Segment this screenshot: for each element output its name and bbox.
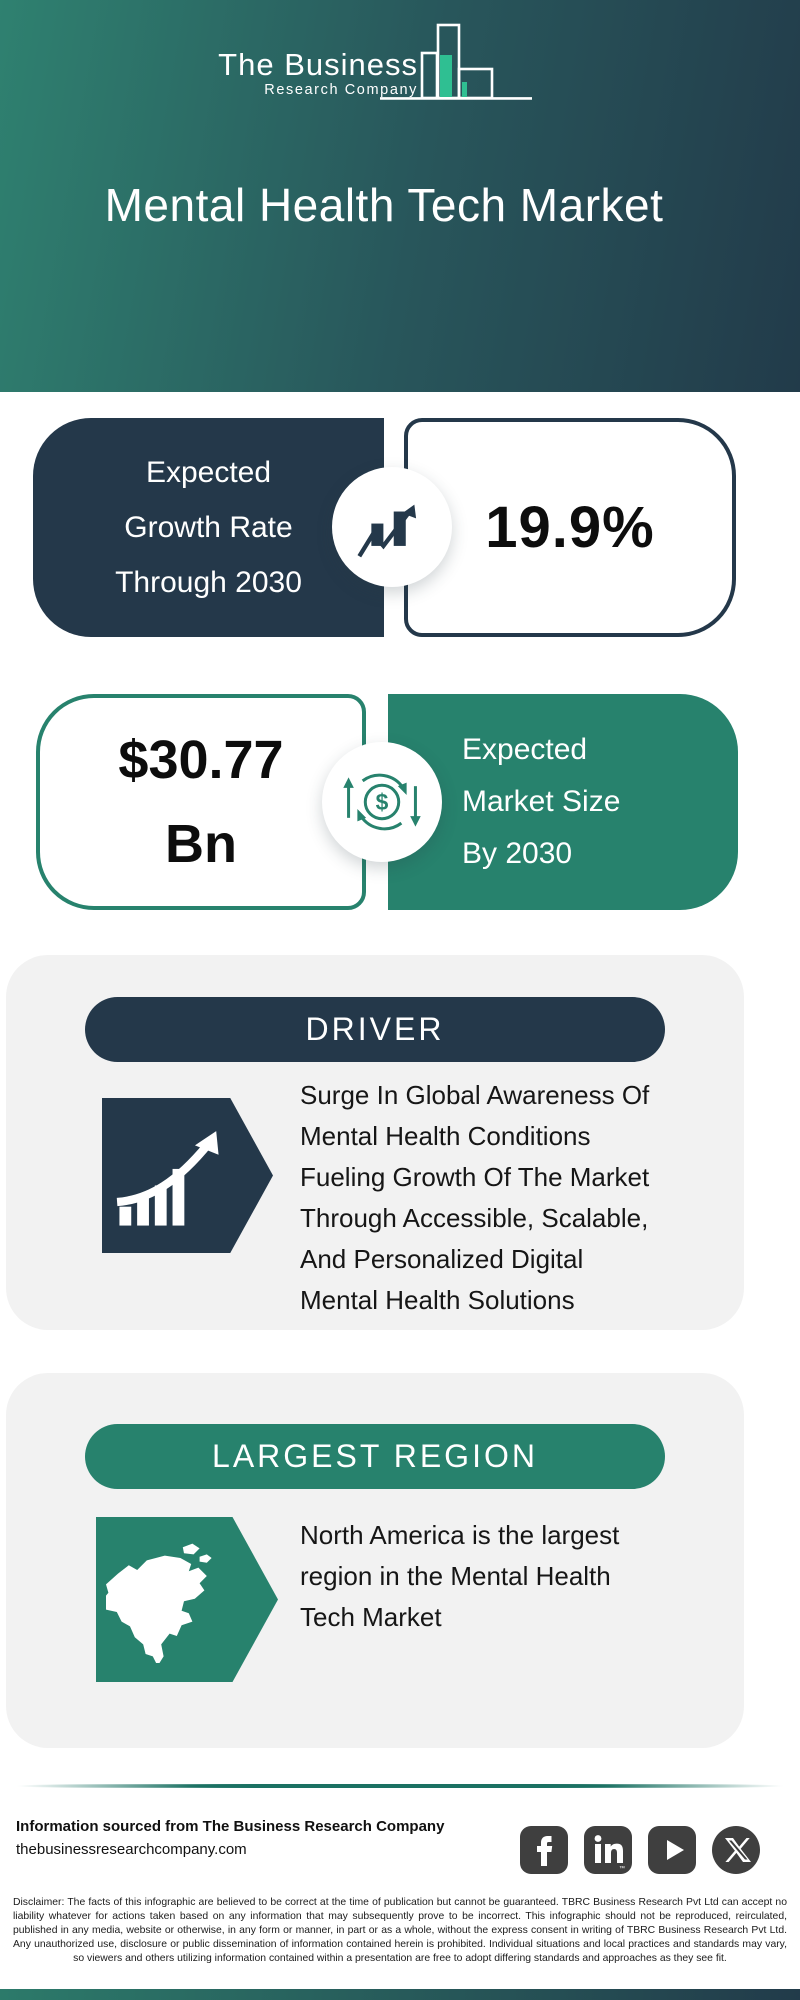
market-size-label-pill: Expected Market Size By 2030 <box>388 694 738 910</box>
page-title: Mental Health Tech Market <box>104 179 664 231</box>
growth-rate-value: 19.9% <box>485 495 655 560</box>
youtube-icon[interactable] <box>648 1826 696 1874</box>
svg-text:$: $ <box>376 789 389 815</box>
largest-region-card: LARGEST REGION North America is the larg… <box>6 1373 744 1748</box>
logo-text-line1: The Business <box>218 47 418 82</box>
bar-chart-logo-icon <box>380 23 532 100</box>
region-icon-badge <box>96 1517 278 1682</box>
bottom-bar <box>0 1989 800 2000</box>
facebook-icon[interactable] <box>520 1826 568 1874</box>
region-heading: LARGEST REGION <box>212 1438 538 1474</box>
teal-divider <box>16 1784 784 1788</box>
driver-icon-badge <box>102 1098 273 1253</box>
dollar-exchange-icon: $ <box>343 773 421 831</box>
bar-chart-arrow-icon <box>116 1130 219 1226</box>
x-twitter-icon[interactable] <box>712 1826 760 1874</box>
disclaimer-text: Disclaimer: The facts of this infographi… <box>13 1897 787 1964</box>
driver-heading: DRIVER <box>305 1011 445 1047</box>
north-america-map-icon <box>106 1543 212 1663</box>
growth-rate-label-pill: Expected Growth Rate Through 2030 <box>33 418 384 637</box>
linkedin-icon[interactable]: ™ <box>584 1826 632 1874</box>
header-banner: The Business Research Company Mental Hea… <box>0 0 800 392</box>
growth-rate-label: Expected Growth Rate Through 2030 <box>115 456 302 599</box>
dollar-exchange-badge: $ <box>322 742 442 862</box>
logo-text-line2: Research Company <box>264 82 418 98</box>
driver-heading-pill: DRIVER <box>85 997 665 1062</box>
source-line: Information sourced from The Business Re… <box>16 1818 445 1835</box>
website-link[interactable]: thebusinessresearchcompany.com <box>16 1841 247 1858</box>
market-size-value: $30.77 Bn <box>118 730 284 874</box>
market-size-label: Expected Market Size By 2030 <box>462 733 621 870</box>
company-logo: The Business Research Company <box>180 47 418 99</box>
growth-trend-icon <box>357 504 417 558</box>
region-heading-pill: LARGEST REGION <box>85 1424 665 1489</box>
region-text: North America is the largest region in t… <box>300 1520 620 1632</box>
svg-text:™: ™ <box>619 1865 625 1872</box>
driver-card: DRIVER Surge In Global Awareness Of Ment… <box>6 955 744 1330</box>
growth-rate-value-pill: 19.9% <box>404 418 736 637</box>
growth-trend-badge <box>332 467 452 587</box>
driver-text: Surge In Global Awareness Of Mental Heal… <box>300 1080 650 1315</box>
market-size-value-pill: $30.77 Bn <box>36 694 366 910</box>
